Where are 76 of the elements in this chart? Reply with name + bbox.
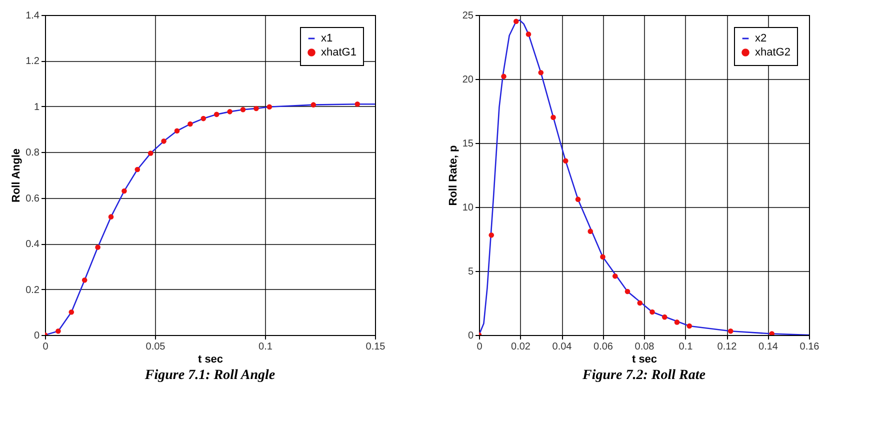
line-series [479,19,809,335]
point [134,166,140,172]
x-tick-label: 0.04 [552,342,572,352]
legend-label: xhatG1 [321,46,356,58]
point [214,112,220,118]
x-tick-label: 0 [42,342,49,352]
point [650,309,655,315]
y-tick-label: 1 [34,102,40,113]
point [612,273,618,279]
point [108,214,114,220]
x-tick-label: 0.1 [678,342,694,352]
x-tick-label: 0.16 [800,342,820,352]
point [56,328,61,334]
x-tick-label: 0.08 [634,342,655,352]
point [200,116,206,122]
x-tick-label: 0.02 [511,342,531,352]
point [501,74,506,80]
y-tick-label: 1.2 [26,56,40,68]
y-tick-label: 0 [34,330,40,342]
x-tick-label: 0.05 [146,342,166,352]
caption: Figure 7.1: Roll Angle [144,368,276,383]
point [662,314,668,320]
legend-label: x1 [321,32,333,44]
point [68,310,74,315]
point [148,150,154,156]
x-tick-label: 0.06 [594,342,614,352]
point [538,70,544,76]
point [513,18,519,24]
point [550,114,556,120]
point [624,288,630,294]
point [686,323,692,329]
line-series [45,103,375,335]
x-axis-title: t sec [632,354,658,366]
legend-label: xhatG2 [755,46,790,58]
y-tick-label: 25 [462,10,474,22]
point [637,300,643,306]
point [266,104,272,110]
point [161,138,166,144]
y-tick-label: 10 [462,202,474,214]
y-tick-label: 0.6 [26,193,40,204]
legend-label: x2 [755,32,767,44]
point [188,121,193,127]
x-tick-label: 0.14 [758,342,778,352]
y-tick-label: 20 [462,74,474,86]
point [82,278,88,283]
x-tick-label: 0 [476,342,483,352]
point [575,196,581,202]
y-axis-title: Roll Rate, p [447,144,460,206]
y-tick-label: 5 [468,266,474,278]
point [227,109,232,114]
point [562,158,568,164]
point [588,228,594,234]
x-tick-label: 0.15 [366,342,386,352]
y-tick-label: 15 [462,138,474,150]
point [488,232,494,238]
x-tick-label: 0.1 [258,342,273,352]
point [174,128,180,134]
point [600,254,606,260]
y-axis-title: Roll Angle [10,148,23,202]
point [254,106,259,112]
point [354,102,360,107]
point [728,328,734,334]
y-tick-label: 1.4 [26,10,40,22]
point [240,106,246,112]
x-axis-title: t sec [198,354,224,366]
point [674,320,680,325]
caption: Figure 7.2: Roll Rate [582,368,706,383]
point [122,188,127,194]
point [526,32,532,37]
point [310,102,316,108]
y-tick-label: 0 [468,330,474,342]
x-tick-label: 0.12 [717,342,738,352]
point [95,244,100,250]
y-tick-label: 0.2 [26,284,40,296]
y-tick-label: 0.4 [26,239,40,250]
y-tick-label: 0.8 [26,148,40,159]
